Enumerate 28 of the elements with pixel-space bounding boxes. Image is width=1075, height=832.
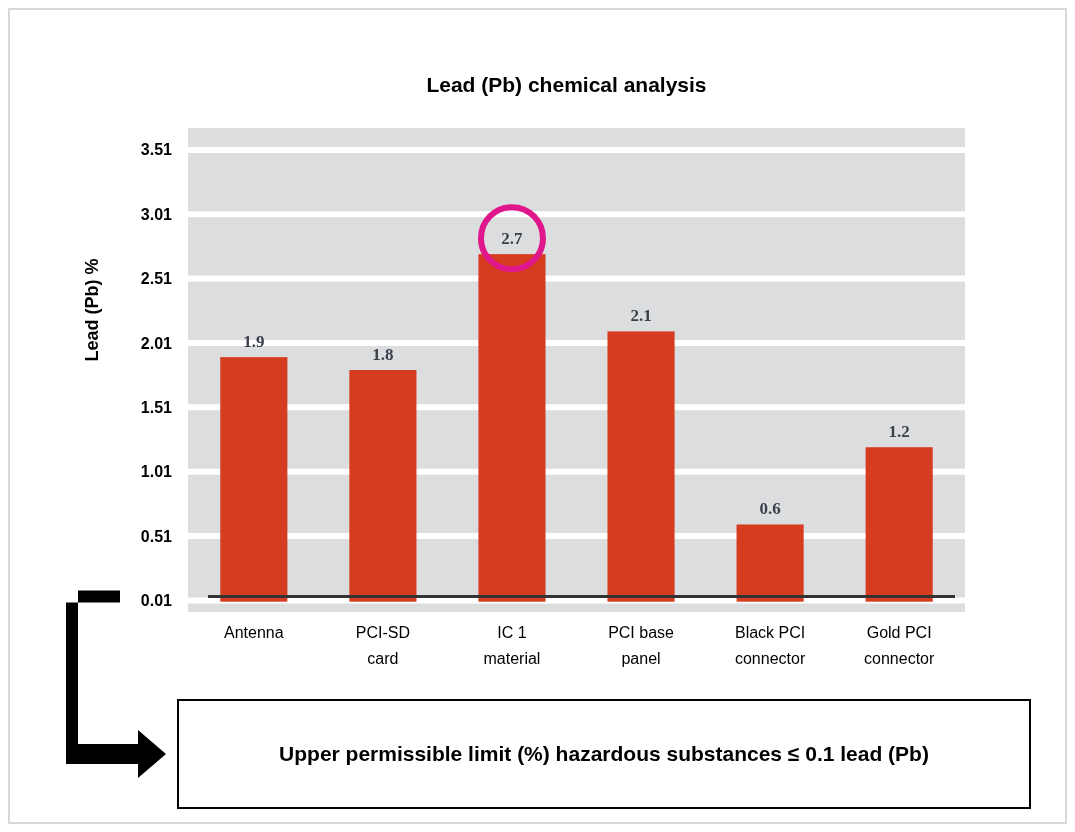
data-label: 1.9	[243, 332, 265, 352]
bar	[607, 331, 675, 602]
bar	[220, 357, 288, 602]
y-tick-label: 1.51	[140, 398, 173, 416]
text: Upper permissible limit (%) hazardous substances ≤ 0.1 lead (Pb)	[279, 742, 929, 766]
bar	[736, 524, 804, 602]
chart-title: Lead (Pb) chemical analysis	[426, 73, 707, 96]
y-tick-label: 0.01	[140, 592, 173, 610]
bar	[865, 447, 933, 602]
x-tick-label: PCI-SD card	[355, 624, 411, 667]
y-axis-title: Lead (Pb) %	[82, 258, 102, 362]
x-tick-label: Gold PCI connector	[864, 624, 935, 667]
data-label: 2.7	[501, 229, 524, 249]
bar	[349, 370, 417, 602]
x-tick-label: PCI base panel	[608, 624, 675, 667]
data-label: 1.8	[372, 345, 394, 364]
data-label: 0.6	[759, 499, 781, 519]
y-tick-label: 2.51	[140, 270, 173, 288]
y-tick-label: 1.01	[140, 463, 173, 481]
y-tick-label: 3.01	[140, 205, 173, 223]
x-tick-label: Antenna	[224, 624, 284, 641]
x-tick-label: IC 1 material	[483, 624, 541, 667]
data-label: 1.2	[888, 422, 910, 442]
y-tick-label: 3.51	[140, 141, 173, 159]
y-tick-label: 2.01	[140, 334, 173, 352]
x-tick-label: Black PCI connector	[734, 624, 806, 667]
y-tick-label: 0.51	[140, 527, 173, 545]
data-label: 2.1	[630, 306, 652, 326]
